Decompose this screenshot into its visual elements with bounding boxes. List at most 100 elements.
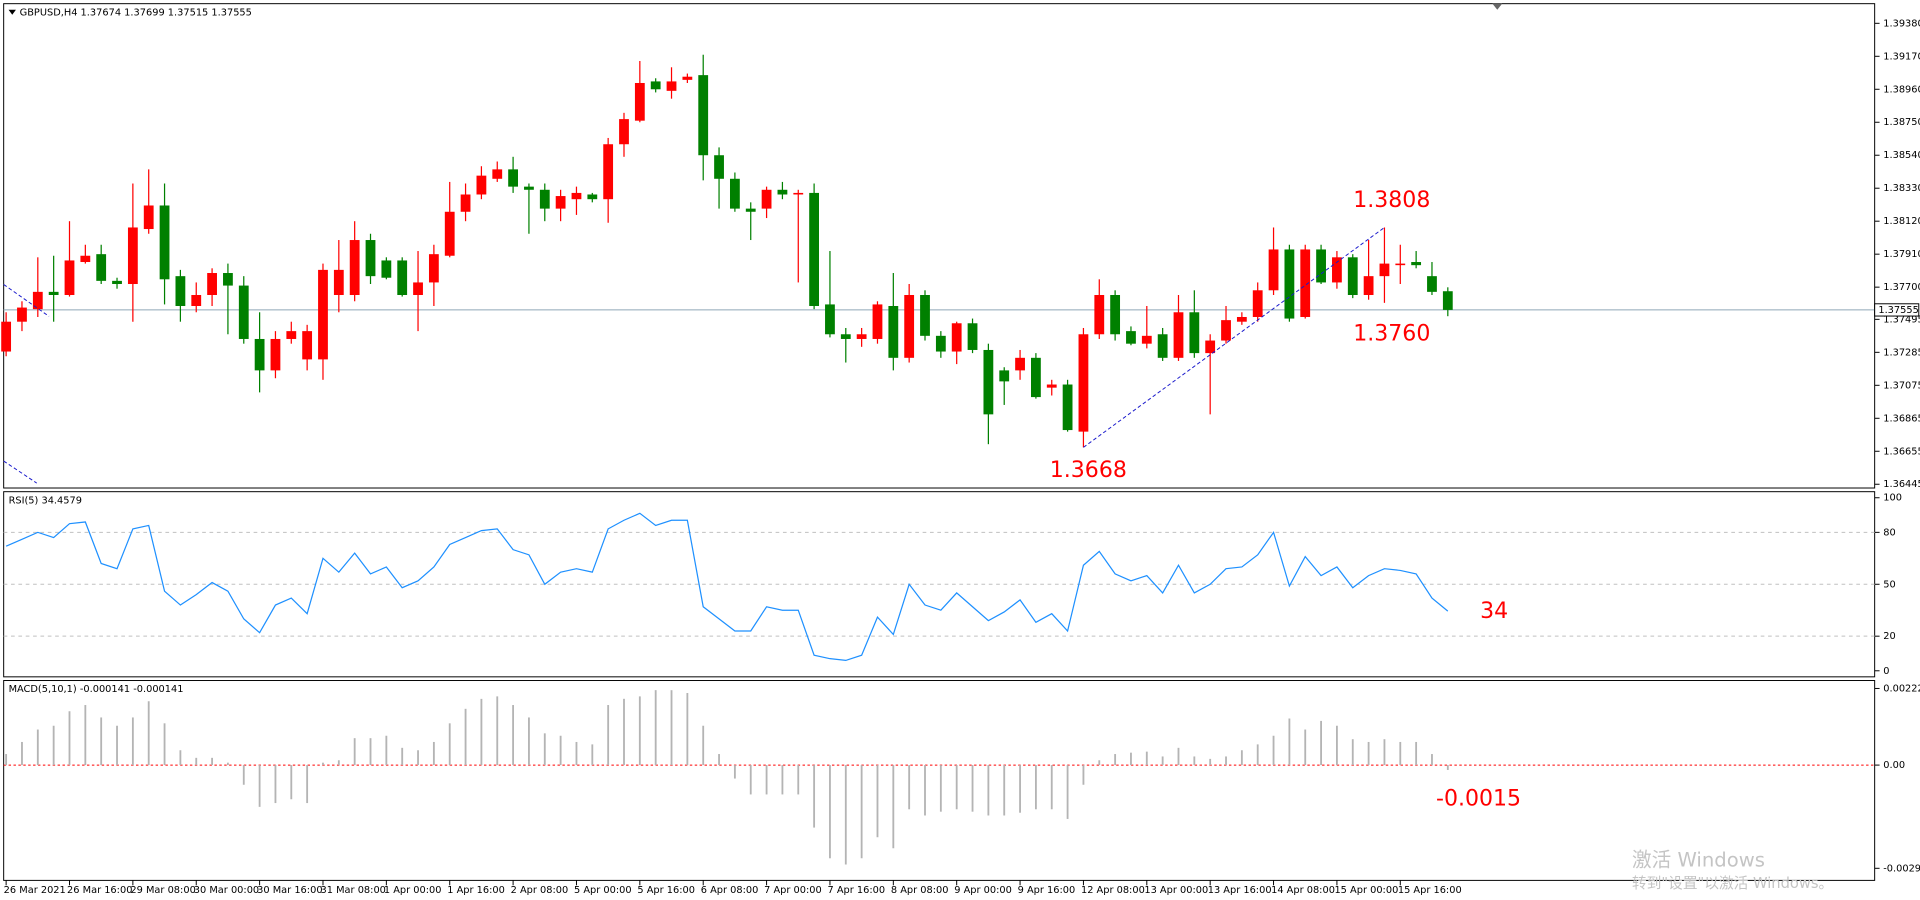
candle-body bbox=[1363, 276, 1374, 296]
y-tick-label: 1.38750 bbox=[1883, 117, 1920, 128]
macd-panel bbox=[3, 680, 1876, 881]
candle-body bbox=[127, 227, 138, 285]
candle-body bbox=[1268, 249, 1279, 291]
x-tick-label: 26 Mar 2021 bbox=[4, 885, 66, 896]
candle-body bbox=[1110, 295, 1121, 335]
y-tick-label: 1.37910 bbox=[1883, 249, 1920, 260]
candle-body bbox=[1347, 257, 1358, 296]
candle-body bbox=[1300, 249, 1311, 317]
y-tick-label: 1.38330 bbox=[1883, 183, 1920, 194]
x-tick-label: 9 Apr 00:00 bbox=[954, 885, 1012, 896]
price-label: 1.37555 bbox=[1878, 305, 1919, 316]
x-tick-label: 8 Apr 08:00 bbox=[891, 885, 949, 896]
candle-body bbox=[270, 338, 281, 371]
y-tick-label: 1.38960 bbox=[1883, 84, 1920, 95]
price-label-box bbox=[1874, 303, 1920, 317]
annotation: 34 bbox=[1480, 599, 1508, 624]
candle-body bbox=[32, 291, 43, 310]
candle-body bbox=[999, 370, 1010, 382]
annotation: 1.3808 bbox=[1353, 188, 1430, 213]
candle-body bbox=[555, 196, 566, 209]
x-tick-label: 31 Mar 08:00 bbox=[321, 885, 386, 896]
trend-line bbox=[3, 460, 38, 484]
x-tick-label: 1 Apr 16:00 bbox=[447, 885, 505, 896]
candle-body bbox=[793, 192, 804, 195]
candle-body bbox=[1078, 334, 1089, 432]
candle-body bbox=[1062, 384, 1073, 431]
candle-body bbox=[460, 194, 471, 212]
candle-body bbox=[48, 291, 59, 296]
x-tick-label: 5 Apr 16:00 bbox=[637, 885, 695, 896]
candle-body bbox=[619, 119, 629, 145]
y-tick-label: 1.36655 bbox=[1883, 446, 1920, 457]
candle-body bbox=[492, 169, 503, 179]
candle-body bbox=[286, 331, 297, 339]
x-tick-label: 29 Mar 08:00 bbox=[130, 885, 195, 896]
x-tick-label: 13 Apr 16:00 bbox=[1208, 885, 1272, 896]
candle-body bbox=[967, 323, 978, 350]
candle-body bbox=[444, 211, 455, 256]
x-tick-label: 30 Mar 00:00 bbox=[194, 885, 259, 896]
candle-body bbox=[1442, 291, 1453, 310]
candle-body bbox=[920, 295, 930, 336]
candle-body bbox=[1316, 249, 1326, 283]
candle-body bbox=[64, 260, 75, 296]
x-tick-label: 2 Apr 08:00 bbox=[511, 885, 569, 896]
candle-body bbox=[1427, 276, 1437, 292]
candle-body bbox=[745, 208, 756, 212]
candle-body bbox=[318, 269, 328, 360]
x-tick-label: 14 Apr 08:00 bbox=[1271, 885, 1335, 896]
macd-title: MACD(5,10,1) -0.000141 -0.000141 bbox=[9, 684, 184, 695]
candle-body bbox=[365, 240, 376, 277]
candle-body bbox=[809, 192, 820, 306]
candle-body bbox=[650, 81, 661, 90]
x-tick-label: 30 Mar 16:00 bbox=[257, 885, 322, 896]
candle-body bbox=[1173, 312, 1184, 358]
candle-body bbox=[302, 331, 313, 360]
candle-body bbox=[1205, 340, 1216, 354]
candle-body bbox=[983, 349, 994, 415]
x-tick-label: 15 Apr 00:00 bbox=[1334, 885, 1398, 896]
y-tick-label: 1.38540 bbox=[1883, 150, 1920, 161]
main-title: GBPUSD,H4 1.37674 1.37699 1.37515 1.3755… bbox=[20, 7, 252, 18]
candle-body bbox=[603, 144, 614, 200]
candle-body bbox=[476, 175, 487, 195]
candle-body bbox=[397, 260, 408, 296]
candle-body bbox=[729, 178, 740, 209]
y-tick-label: 100 bbox=[1883, 493, 1902, 504]
candle-body bbox=[904, 295, 915, 358]
candle-body bbox=[1031, 357, 1041, 398]
candle-body bbox=[143, 205, 154, 230]
candle-body bbox=[634, 82, 645, 121]
x-tick-label: 9 Apr 16:00 bbox=[1018, 885, 1076, 896]
y-tick-label: 0.00 bbox=[1883, 760, 1905, 771]
candle-body bbox=[1284, 249, 1295, 319]
annotation: 1.3668 bbox=[1050, 458, 1127, 483]
candle-body bbox=[524, 186, 534, 190]
rsi-line bbox=[5, 512, 1449, 662]
trend-line bbox=[1083, 227, 1385, 448]
candle-body bbox=[761, 189, 772, 209]
trend-line bbox=[3, 284, 50, 317]
annotation: 1.3760 bbox=[1353, 322, 1430, 347]
x-tick-label: 7 Apr 00:00 bbox=[764, 885, 822, 896]
x-tick-label: 1 Apr 00:00 bbox=[384, 885, 442, 896]
candle-body bbox=[1046, 384, 1057, 388]
y-tick-label: 1.37075 bbox=[1883, 380, 1920, 391]
y-tick-label: 1.37285 bbox=[1883, 347, 1920, 358]
y-tick-label: 1.37700 bbox=[1883, 282, 1920, 293]
candle-body bbox=[112, 280, 122, 285]
rsi-title: RSI(5) 34.4579 bbox=[9, 495, 82, 506]
candle-body bbox=[666, 81, 677, 91]
candle-body bbox=[587, 194, 598, 200]
annotation: -0.0015 bbox=[1436, 786, 1521, 811]
candle-body bbox=[17, 307, 27, 322]
y-tick-label: 1.39380 bbox=[1883, 18, 1920, 29]
x-tick-label: 12 Apr 08:00 bbox=[1081, 885, 1145, 896]
y-tick-label: 1.37495 bbox=[1883, 314, 1920, 325]
y-tick-label: 1.39170 bbox=[1883, 51, 1920, 62]
candle-body bbox=[333, 269, 344, 296]
x-tick-label: 26 Mar 16:00 bbox=[67, 885, 132, 896]
candle-body bbox=[951, 323, 962, 352]
